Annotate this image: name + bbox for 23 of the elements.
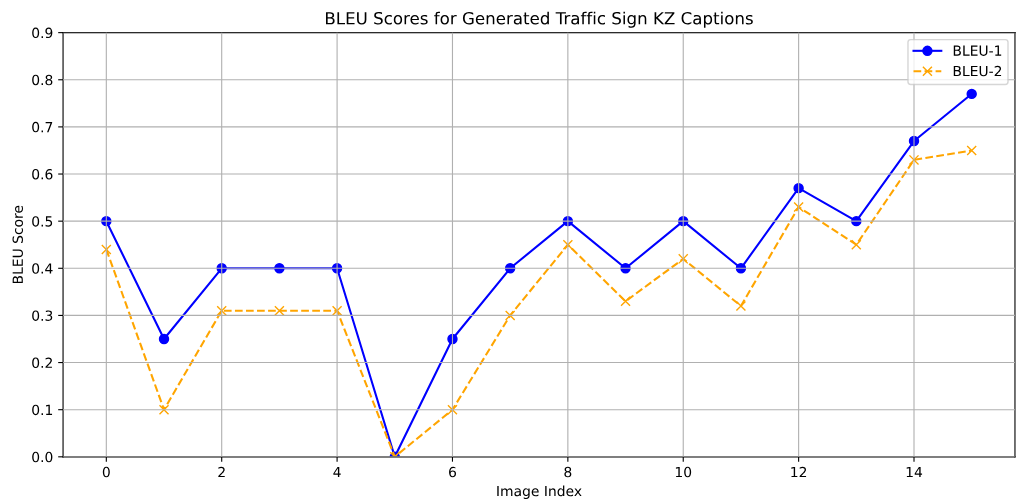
y-tick-label: 0.4 [32, 263, 53, 274]
y-tick-label: 0.0 [32, 451, 53, 463]
y-tick-label: 0.6 [32, 169, 53, 180]
x-tick-label: 2 [218, 466, 225, 478]
y-tick-label: 0.1 [32, 404, 53, 416]
y-axis-title: BLEU Score [12, 205, 23, 284]
x-tick-label: 6 [449, 466, 457, 478]
x-axis-title: Image Index [497, 485, 582, 499]
x-tick-label: 0 [102, 466, 110, 478]
x-tick-label: 4 [333, 466, 341, 478]
legend-label: BLEU-1 [953, 45, 1002, 56]
y-tick-label: 0.3 [32, 310, 53, 321]
x-tick-label: 8 [564, 466, 572, 478]
x-tick-label: 12 [791, 466, 807, 478]
x-tick-label: 10 [675, 466, 692, 478]
y-tick-label: 0.2 [32, 357, 52, 369]
y-tick-label: 0.9 [32, 27, 53, 39]
y-tick-label: 0.7 [32, 121, 53, 133]
y-tick-label: 0.8 [32, 74, 53, 86]
chart-title: BLEU Scores for Generated Traffic Sign KZ Captions [326, 11, 753, 28]
legend-label: BLEU-2 [953, 65, 1002, 77]
y-tick-label: 0.5 [32, 216, 53, 227]
x-tick-label: 14 [906, 466, 923, 478]
